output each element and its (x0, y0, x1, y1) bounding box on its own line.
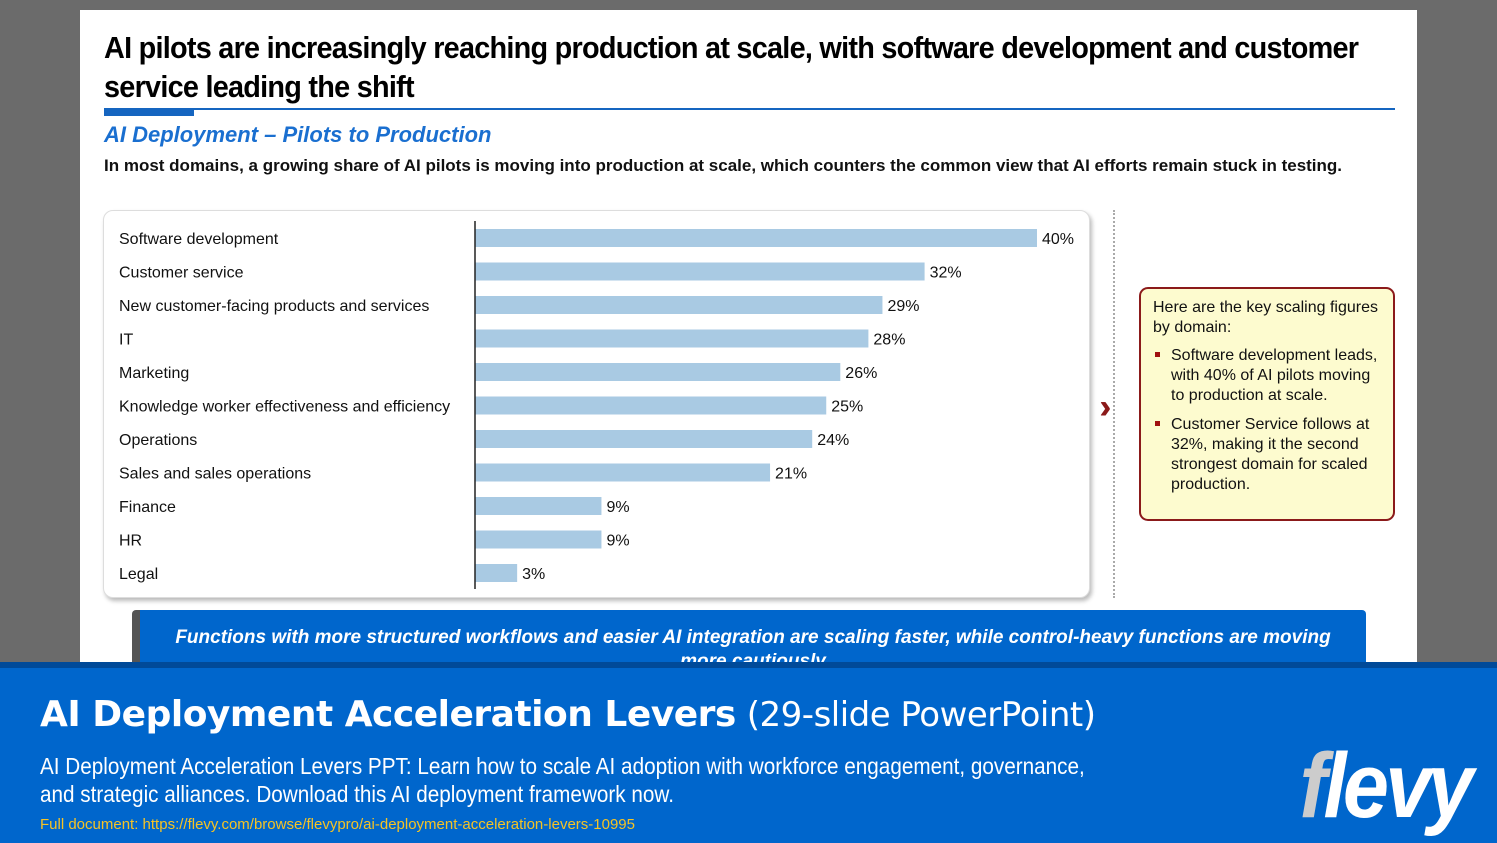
value-label: 26% (845, 365, 877, 382)
value-label: 9% (606, 499, 629, 516)
bar (475, 463, 771, 482)
category-label: Finance (119, 499, 176, 516)
bar (475, 530, 602, 549)
bar (475, 296, 883, 314)
callout-bullet: Customer Service follows at 32%, making … (1153, 415, 1381, 495)
callout-bullet: Software development leads, with 40% of … (1153, 346, 1381, 406)
bar (475, 229, 1037, 247)
bar-chart: Software development 40% Customer service 3… (119, 221, 1074, 589)
banner-description: AI Deployment Acceleration Levers PPT: L… (40, 753, 1085, 807)
flevy-logo: flevy (1299, 735, 1473, 837)
category-label: IT (119, 332, 133, 349)
category-label: Knowledge worker effectiveness and effic… (119, 399, 450, 416)
category-label: New customer-facing products and service… (119, 298, 429, 315)
title-rule-accent (104, 108, 194, 116)
value-label: 29% (887, 298, 919, 315)
banner-title-bold: AI Deployment Acceleration Levers (40, 694, 736, 735)
category-label: HR (119, 533, 142, 550)
bar (475, 329, 869, 348)
slide: AI pilots are increasingly reaching prod… (80, 10, 1417, 680)
category-label: Sales and sales operations (119, 466, 311, 483)
chart-panel: Software development 40% Customer service 3… (103, 210, 1090, 598)
dotted-divider (1113, 210, 1115, 598)
callout-box: Here are the key scaling figures by doma… (1139, 287, 1395, 521)
callout-intro: Here are the key scaling figures by doma… (1153, 299, 1378, 336)
bar (475, 564, 518, 582)
value-label: 32% (930, 265, 962, 282)
value-label: 21% (775, 466, 807, 483)
category-label: Software development (119, 231, 279, 248)
lead-text: In most domains, a growing share of AI p… (104, 156, 1343, 175)
banner-title-rest: (29-slide PowerPoint) (746, 695, 1096, 735)
category-label: Customer service (119, 265, 244, 282)
title-rule (104, 108, 1395, 110)
value-label: 40% (1042, 231, 1074, 248)
bar (475, 396, 827, 415)
promo-banner: AI Deployment Acceleration Levers (29-sl… (0, 662, 1497, 843)
bar (475, 497, 602, 515)
value-label: 25% (831, 399, 863, 416)
slide-title: AI pilots are increasingly reaching prod… (104, 30, 1359, 104)
section-subtitle: AI Deployment – Pilots to Production (104, 122, 492, 147)
banner-title: AI Deployment Acceleration Levers (29-sl… (40, 694, 1096, 735)
document-link[interactable]: Full document: https://flevy.com/browse/… (40, 816, 635, 833)
value-label: 24% (817, 432, 849, 449)
category-label: Operations (119, 432, 197, 449)
value-label: 9% (606, 533, 629, 550)
bar (475, 430, 813, 448)
value-label: 28% (873, 332, 905, 349)
bar (475, 363, 841, 381)
category-label: Marketing (119, 365, 189, 382)
category-label: Legal (119, 566, 158, 583)
bar (475, 262, 925, 281)
value-label: 3% (522, 566, 545, 583)
